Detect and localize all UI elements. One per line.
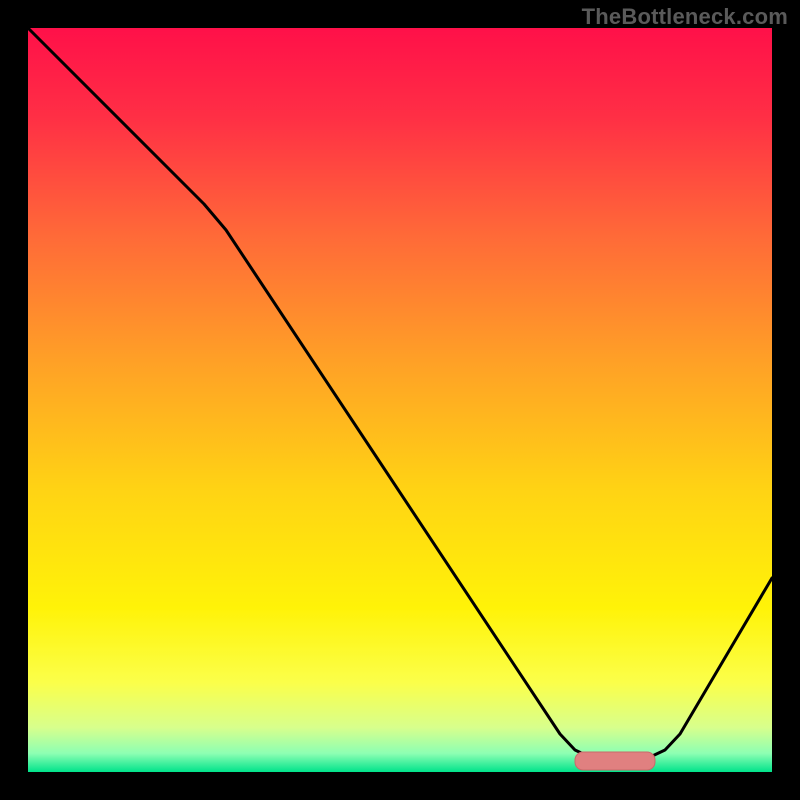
optimal-marker <box>575 752 655 770</box>
bottleneck-chart <box>0 0 800 800</box>
chart-container: TheBottleneck.com <box>0 0 800 800</box>
